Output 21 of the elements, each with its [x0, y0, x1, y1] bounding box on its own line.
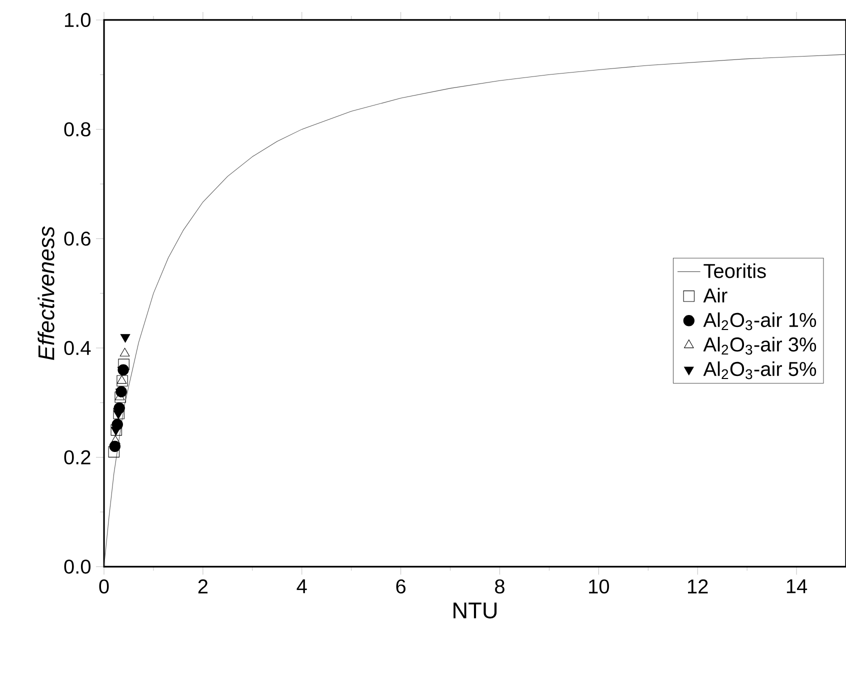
x-tick-label: 2: [198, 579, 208, 594]
x-tick-label: 10: [589, 579, 609, 594]
y-axis-title: Effectiveness: [38, 226, 54, 360]
y-tick-label: 0.4: [64, 340, 91, 356]
x-axis-title: NTU: [454, 602, 497, 618]
legend-label: Al$_{2}$O$_{3}$-air 3%: [703, 336, 816, 355]
legend-label: Air: [703, 288, 728, 302]
legend-label: Al$_{2}$O$_{3}$-air 1%: [703, 312, 816, 330]
y-tick-label: 0.8: [64, 122, 90, 136]
x-tick-label: 14: [786, 579, 808, 594]
x-tick-label: 0: [99, 579, 109, 594]
x-tick-label: 4: [296, 579, 307, 594]
legend-label: Al$_{2}$O$_{3}$-air 5%: [703, 361, 816, 380]
x-tick-label: 8: [495, 579, 504, 594]
y-tick-label: 0.0: [64, 560, 90, 574]
y-tick-label: 0.6: [64, 232, 90, 246]
y-tick-label: 0.2: [64, 450, 90, 464]
x-tick-label: 6: [396, 579, 406, 594]
legend-label: Teoritis: [704, 263, 766, 278]
x-tick-label: 12: [688, 579, 708, 594]
y-tick-label: 1.0: [65, 12, 90, 28]
